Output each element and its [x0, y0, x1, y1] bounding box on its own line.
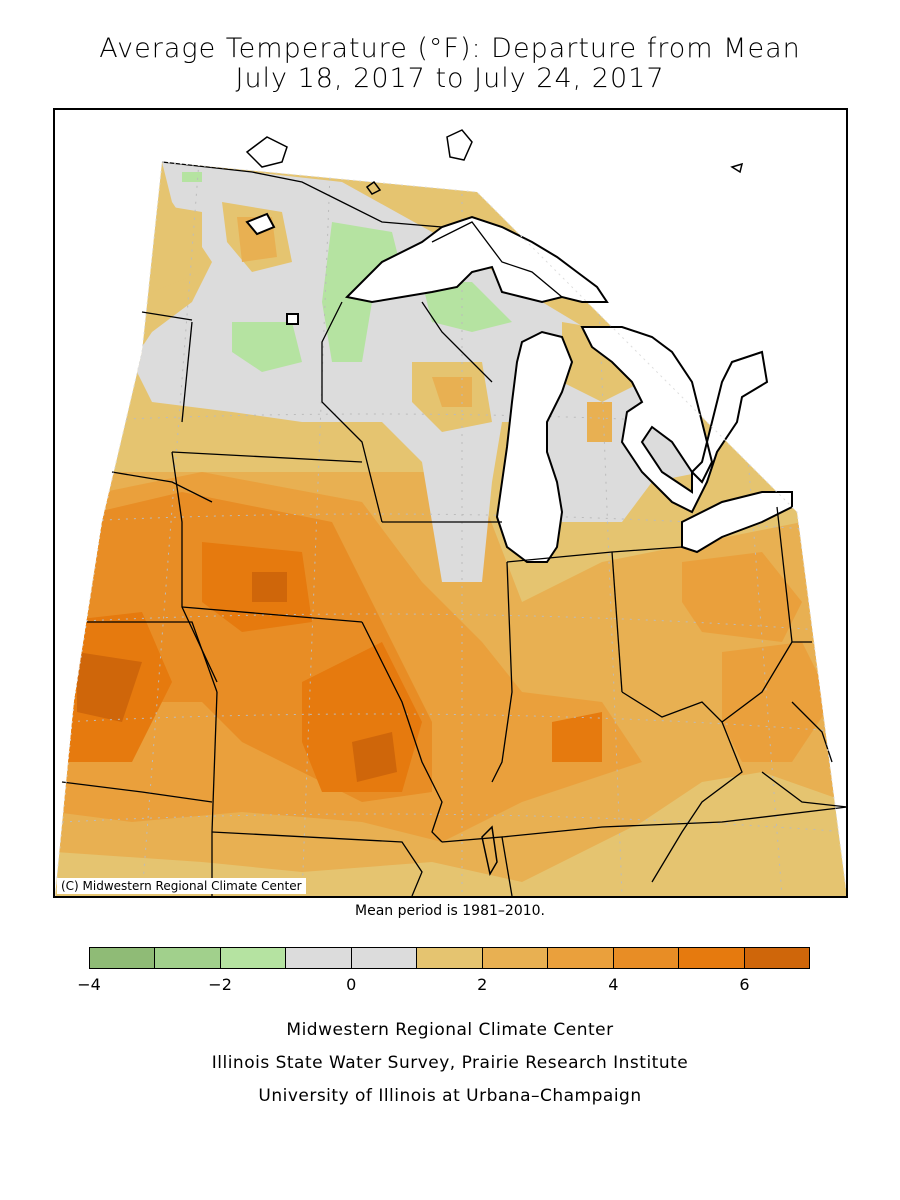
- credit-line-2: Illinois State Water Survey, Prairie Res…: [211, 1053, 689, 1073]
- oh-ky-border: [621, 641, 793, 723]
- nd-sd-border: [141, 311, 193, 321]
- mean-period-note: Mean period is 1981–2010.: [355, 903, 545, 919]
- map-frame: (C) Midwestern Regional Climate Center: [53, 108, 848, 898]
- mi-oh-border: [506, 546, 683, 563]
- domain-outline: [55, 161, 846, 896]
- mn-wi-border: [321, 301, 383, 523]
- mo-ar-border: [211, 831, 423, 896]
- field-5-6: [55, 542, 602, 792]
- legend-box-2: [220, 948, 287, 968]
- ia-ne-border: [171, 451, 218, 683]
- legend-tick-label: −2: [208, 975, 232, 994]
- ok-border: [61, 781, 213, 803]
- lake-huron: [580, 326, 769, 514]
- legend-box-4: [351, 948, 418, 968]
- legend-box-3: [286, 948, 352, 968]
- lake-of-the-woods: [245, 212, 276, 236]
- credit-line-1: Midwestern Regional Climate Center: [286, 1020, 614, 1040]
- legend-tick-label: −4: [77, 975, 101, 994]
- credit-line-3: University of Illinois at Urbana–Champai…: [258, 1086, 642, 1106]
- sd-ne-border: [111, 471, 213, 503]
- ky-wv-border: [651, 721, 743, 883]
- map-copyright: (C) Midwestern Regional Climate Center: [57, 878, 306, 894]
- legend-box-1: [155, 948, 221, 968]
- va-border: [761, 771, 846, 808]
- ne-ks-border: [87, 621, 218, 693]
- field-6-7: [77, 572, 397, 782]
- mi-up-border: [431, 221, 563, 298]
- legend-box-5: [417, 948, 483, 968]
- nd-mn-border: [181, 321, 193, 423]
- ks-mo-border: [211, 691, 218, 833]
- map-title: Average Temperature (°F): Departure from…: [99, 33, 801, 64]
- legend-tick-label: 6: [739, 975, 750, 994]
- mo-il-border: [361, 621, 443, 843]
- legend-box-7: [548, 948, 614, 968]
- legend-tick-label: 4: [608, 975, 619, 994]
- legend-box-0: [90, 948, 156, 968]
- in-oh-border: [611, 551, 623, 693]
- legend-tick-label: 2: [477, 975, 488, 994]
- field-2-3-north: [237, 217, 612, 442]
- field-1-2-north: [142, 202, 642, 432]
- mi-wi-up-border: [421, 301, 493, 383]
- lake-michigan: [495, 330, 574, 563]
- il-in-border: [491, 561, 513, 783]
- field-neg2-neg1: [182, 172, 512, 372]
- legend-box-6: [482, 948, 549, 968]
- legend-tick-label: 0: [346, 975, 357, 994]
- northern-islands: [245, 129, 744, 877]
- canada-border: [161, 161, 443, 228]
- ky-tn-border: [501, 806, 846, 838]
- color-legend-bar: [89, 947, 810, 969]
- legend-box-10: [744, 948, 809, 968]
- ia-mo-border: [181, 606, 363, 623]
- map-date-range: July 18, 2017 to July 24, 2017: [235, 63, 665, 94]
- legend-box-9: [679, 948, 745, 968]
- legend-box-8: [613, 948, 680, 968]
- tn-ms-border: [441, 836, 513, 896]
- lake-erie: [681, 491, 793, 554]
- lake-red: [286, 313, 299, 325]
- temperature-departure-map: [55, 110, 846, 896]
- va-wv-border: [791, 701, 833, 763]
- mn-ia-border: [171, 451, 363, 463]
- state-boundaries: [61, 161, 846, 896]
